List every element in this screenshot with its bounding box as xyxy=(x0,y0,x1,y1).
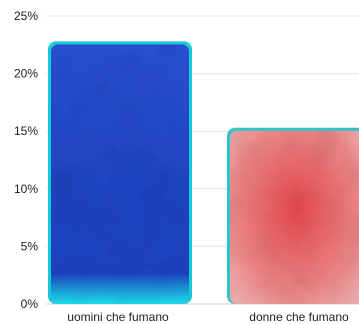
y-tick-label: 20% xyxy=(14,67,38,81)
bar-2 xyxy=(230,130,359,304)
x-category-label: donne che fumano xyxy=(249,310,349,324)
x-axis-category-labels: uomini che fumano donne che fumano xyxy=(67,310,349,324)
bars xyxy=(48,41,359,305)
y-tick-label: 5% xyxy=(21,239,39,253)
y-axis-tick-labels: 0% 5% 10% 15% 20% 25% xyxy=(14,9,38,311)
x-category-label: uomini che fumano xyxy=(67,310,169,324)
y-tick-label: 25% xyxy=(14,9,38,23)
y-tick-label: 10% xyxy=(14,182,38,196)
y-tick-label: 15% xyxy=(14,124,38,138)
y-tick-label: 0% xyxy=(21,297,39,311)
bar-1 xyxy=(51,44,189,305)
